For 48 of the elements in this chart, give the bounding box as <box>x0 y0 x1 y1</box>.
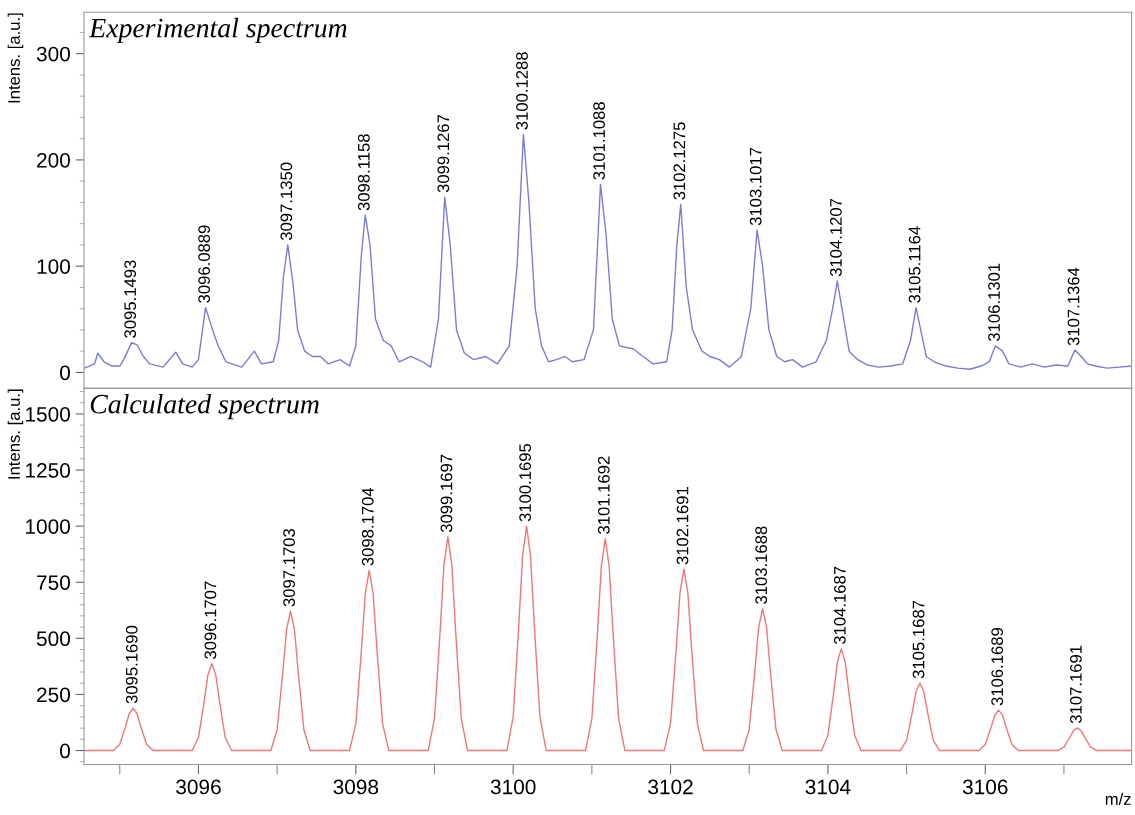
x-tick-label: 3102 <box>648 779 693 795</box>
annotation: 3106.1689 <box>991 628 1004 706</box>
annotation: 3097.1703 <box>283 528 295 607</box>
y-tick-label: 750 <box>37 575 70 590</box>
annotation: 3096.1707 <box>204 581 217 659</box>
annotation: 3097.1350 <box>280 162 293 241</box>
annotation: 3103.1688 <box>755 526 768 604</box>
chart-title: Experimental spectrum <box>88 17 347 44</box>
y-tick-label: 250 <box>37 687 70 703</box>
annotation: 3100.1288 <box>516 52 528 130</box>
x-axis-title: m/z <box>1105 792 1131 805</box>
annotation: 3104.1207 <box>830 198 842 277</box>
x-tick-label: 3098 <box>333 779 379 795</box>
y-axis-title: Intens. [a.u.] <box>7 13 24 103</box>
annotation: 3105.1687 <box>912 600 925 679</box>
x-tick-label: 3106 <box>962 779 1008 795</box>
annotation: 3101.1692 <box>597 456 610 534</box>
y-tick-label: 100 <box>37 259 70 274</box>
x-tick-label: 3096 <box>176 779 221 795</box>
y-tick-label: 1500 <box>26 406 70 422</box>
annotation: 3095.1493 <box>124 260 137 338</box>
annotation: 3098.1704 <box>361 487 374 566</box>
annotation: 3105.1164 <box>908 226 921 303</box>
y-tick-label: 1000 <box>26 519 70 534</box>
annotation: 3106.1301 <box>988 263 1000 342</box>
annotation: 3099.1697 <box>440 454 453 533</box>
annotation: 3102.1691 <box>676 487 689 565</box>
annotation: 3101.1088 <box>593 102 605 180</box>
y-tick-label: 0 <box>60 743 70 759</box>
chart-title: Calculated spectrum <box>90 393 319 420</box>
y-axis-title: Intens. [a.u.] <box>7 389 24 479</box>
annotation: 3100.1695 <box>519 443 532 522</box>
annotation: 3107.1364 <box>1067 267 1080 346</box>
y-tick-label: 300 <box>36 46 70 62</box>
annotation: 3095.1690 <box>125 625 138 704</box>
annotation: 3107.1691 <box>1069 645 1082 724</box>
annotation: 3103.1017 <box>749 147 762 226</box>
y-tick-label: 200 <box>37 152 70 168</box>
annotation: 3104.1687 <box>833 566 846 645</box>
annotation: 3102.1275 <box>673 122 686 200</box>
y-tick-label: 1250 <box>26 463 70 478</box>
annotation: 3099.1267 <box>437 114 450 193</box>
annotation: 3098.1158 <box>357 134 370 211</box>
x-tick-label: 3104 <box>805 779 851 795</box>
annotation: 3096.0889 <box>198 225 211 303</box>
x-tick-label: 3100 <box>490 779 536 795</box>
y-tick-label: 0 <box>60 365 70 381</box>
y-tick-label: 500 <box>36 631 70 647</box>
